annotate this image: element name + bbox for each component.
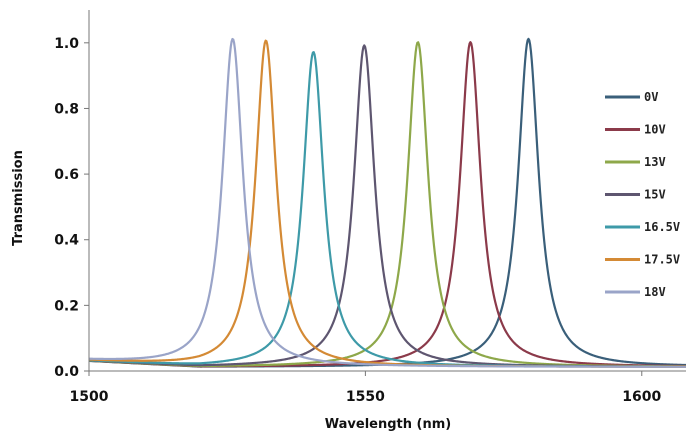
legend-label: 10V	[644, 123, 666, 137]
y-tick-label: 0.8	[54, 101, 79, 117]
y-tick-label: 0.2	[54, 298, 79, 314]
x-tick-label: 1550	[346, 389, 385, 405]
x-ticks: 1500 1550 1600	[70, 371, 662, 405]
y-tick-label: 0.6	[54, 167, 79, 183]
legend-label: 18V	[644, 285, 666, 299]
y-tick-label: 1.0	[54, 36, 79, 52]
legend-label: 13V	[644, 155, 666, 169]
y-ticks: 0.0 0.2 0.4 0.6 0.8 1.0	[54, 36, 89, 380]
legend-label: 15V	[644, 188, 666, 202]
legend-label: 16.5V	[644, 220, 680, 234]
x-tick-label: 1600	[622, 389, 661, 405]
legend: 0V 10V 13V 15V 16.5V 17.5V 18V	[605, 90, 680, 299]
y-axis-title: Transmission	[11, 150, 26, 246]
legend-label: 17.5V	[644, 253, 680, 267]
y-tick-label: 0.0	[54, 364, 79, 380]
x-axis-title: Wavelength (nm)	[325, 417, 451, 432]
y-tick-label: 0.4	[54, 233, 79, 249]
x-tick-label: 1500	[70, 389, 109, 405]
legend-label: 0V	[644, 90, 658, 104]
plot-lines	[88, 37, 686, 368]
series-line-13v	[88, 41, 686, 368]
series-line-18v	[88, 37, 686, 368]
